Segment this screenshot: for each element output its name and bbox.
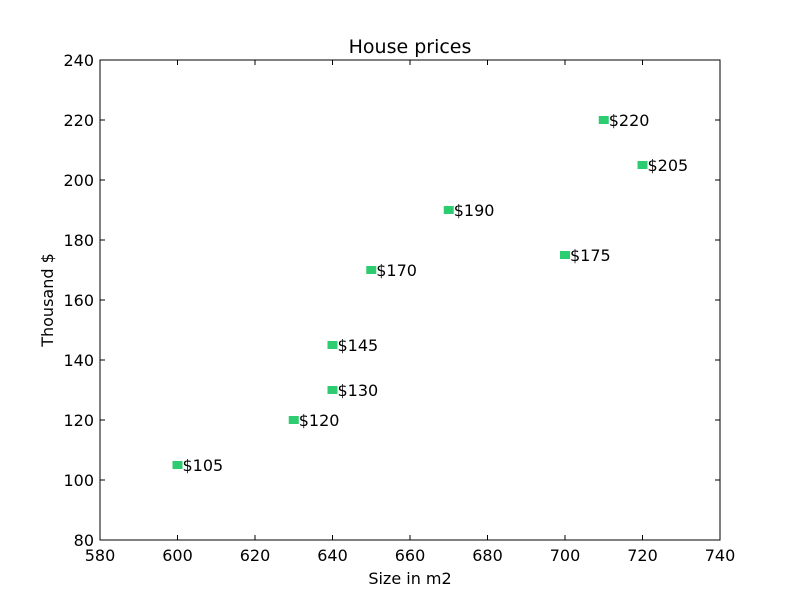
data-point bbox=[172, 461, 183, 469]
data-point bbox=[366, 266, 377, 274]
data-point bbox=[288, 416, 299, 424]
y-tick-label: 200 bbox=[63, 171, 94, 190]
data-point-label: $170 bbox=[376, 261, 417, 280]
axis-ticks: 580 600 620 640 660 680 700 720 740 80 100 120 140 16… bbox=[63, 51, 735, 565]
data-point bbox=[443, 206, 454, 214]
x-axis-label: Size in m2 bbox=[368, 569, 451, 588]
x-tick-label: 620 bbox=[240, 546, 271, 565]
y-tick-label: 160 bbox=[63, 291, 94, 310]
y-tick-label: 80 bbox=[74, 531, 94, 550]
y-tick-label: 140 bbox=[63, 351, 94, 370]
y-tick-label: 180 bbox=[63, 231, 94, 250]
x-tick-label: 640 bbox=[317, 546, 348, 565]
data-point bbox=[560, 251, 570, 259]
y-tick-label: 100 bbox=[63, 471, 94, 490]
data-points: $105 $120 $130 $145 $170 $190 $175 $220 $205 bbox=[172, 111, 689, 475]
y-tick-label: 240 bbox=[63, 51, 94, 70]
data-point bbox=[327, 386, 338, 394]
data-point-label: $190 bbox=[454, 201, 495, 220]
data-point bbox=[327, 341, 338, 349]
x-tick-label: 740 bbox=[705, 546, 736, 565]
data-point-label: $105 bbox=[183, 456, 224, 475]
x-tick-label: 580 bbox=[85, 546, 116, 565]
x-tick-label: 700 bbox=[550, 546, 581, 565]
x-tick-label: 720 bbox=[627, 546, 658, 565]
y-tick-label: 120 bbox=[63, 411, 94, 430]
data-point-label: $120 bbox=[299, 411, 340, 430]
data-point-label: $205 bbox=[648, 156, 689, 175]
data-point-label: $220 bbox=[609, 111, 650, 130]
data-point bbox=[598, 116, 609, 124]
data-point-label: $175 bbox=[570, 246, 611, 265]
data-point-label: $130 bbox=[338, 381, 379, 400]
y-axis-label: Thousand $ bbox=[38, 253, 57, 348]
chart-title: House prices bbox=[349, 36, 472, 58]
x-tick-label: 600 bbox=[162, 546, 193, 565]
data-point-label: $145 bbox=[338, 336, 379, 355]
data-point bbox=[637, 161, 648, 169]
x-tick-label: 680 bbox=[472, 546, 503, 565]
y-tick-label: 220 bbox=[63, 111, 94, 130]
plot-frame bbox=[99, 59, 721, 541]
x-tick-label: 660 bbox=[395, 546, 426, 565]
